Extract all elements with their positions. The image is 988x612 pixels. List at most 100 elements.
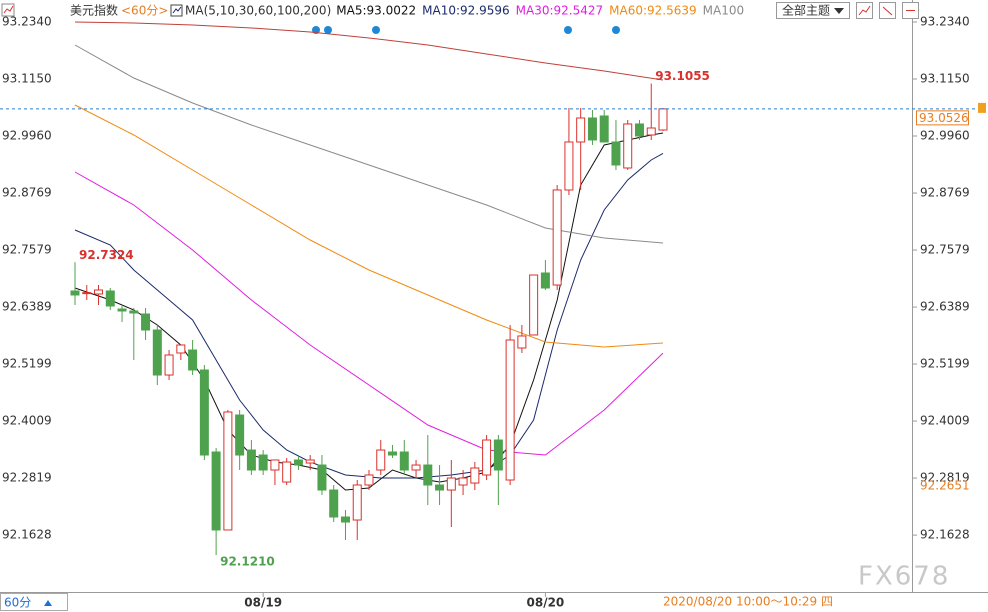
price-annotation: 92.1210 [220,555,275,569]
candle-body [446,477,456,491]
indicator-name: MA(5,10,30,60,100,200) [185,4,331,18]
candle-body [470,467,480,484]
candle-body [317,464,327,491]
y-tick-label-left: 92.9960 [2,128,52,142]
price-annotation: 93.1055 [655,69,710,83]
candle-body [129,310,139,314]
period-tag[interactable]: <60分> [121,4,168,18]
candle-body [364,474,374,486]
theme-button[interactable] [776,2,850,19]
candle-body [411,464,421,471]
legend-entry: MA30:92.5427 [516,4,604,18]
candle-body [623,123,633,169]
period-arrow [44,600,52,606]
candle-body [576,117,586,143]
candle-body [376,449,386,471]
candle-body [458,477,468,486]
event-dot[interactable] [324,26,332,34]
candle-body [258,454,268,471]
symbol: 美元指数 [70,3,118,18]
period-selector[interactable] [0,593,68,611]
candle-body [423,464,433,486]
candle-body [505,339,515,481]
ma-line [74,171,664,456]
dropdown-arrow [834,8,844,14]
y-tick-label: 92.7579 [920,243,970,257]
candle-body [646,127,656,136]
chart-type-glyph [858,5,871,16]
legend-entry: MA10:92.9596 [422,4,510,18]
indicator-glyph [882,6,893,16]
candle-body [199,369,209,456]
candle-body [658,108,668,131]
header: 美元指数 <60分> MA(5,10,30,60,100,200) 全部主题 [1,2,919,19]
candle-body [152,329,162,376]
event-dot[interactable] [564,26,572,34]
y-tick-label-left: 93.1150 [2,71,52,85]
candle-body [587,117,597,141]
legend-entry: MA60:92.5639 [609,4,697,18]
y-tick-label: 92.1628 [920,528,970,542]
ma-line [74,21,664,81]
candle-body [270,459,280,471]
candle-body [352,484,362,521]
candle-body [564,141,574,191]
current-price-label: 93.0526 [919,111,969,125]
candle-body [141,313,151,331]
candle-body [164,354,174,376]
candle-body [529,274,539,336]
y-tick-label: 92.6389 [920,300,970,314]
candle-body [117,308,127,312]
current-price-box [916,110,969,126]
candle-body [634,123,644,137]
candle-body [329,489,339,518]
candle-body [340,516,350,523]
timestamp: 2020/08/20 10:00～10:29 四 [663,595,833,609]
candle-body [493,439,503,471]
candle-body [94,289,104,295]
y-tick-label-left: 92.4009 [2,414,52,428]
candle-body [611,141,621,166]
y-tick-label-left: 92.8769 [2,186,52,200]
candle-body [235,414,245,456]
ma-line [74,44,664,244]
y-tick-label-left: 92.2819 [2,471,52,485]
y-tick-label-left: 93.2340 [2,14,52,28]
candle-body [388,451,398,456]
y-tick-label: 93.1150 [920,71,970,85]
candle-body [517,335,527,349]
event-dot[interactable] [372,26,380,34]
reference-price-label: 92.2651 [920,479,970,493]
x-tick-label: 08/20 [527,596,565,610]
watermark: FX678 [858,562,950,592]
ma-line [74,104,664,348]
x-tick-label: 08/19 [244,596,282,610]
event-dot[interactable] [612,26,620,34]
y-tick-label-left: 92.5199 [2,357,52,371]
candle-body [540,272,550,289]
y-tick-label: 92.9960 [920,128,970,142]
y-tick-label: 92.4009 [920,414,970,428]
candle-body [282,461,292,483]
candle-body [305,459,315,464]
indicator-toggle[interactable] [170,4,183,17]
candle-body [188,349,198,371]
y-tick-label-left: 92.1628 [2,528,52,542]
candle-body [82,292,92,295]
y-tick-label-left: 92.7579 [2,243,52,257]
current-price-flag[interactable] [978,102,986,113]
candle-body [246,449,256,471]
price-annotation: 92.7324 [79,248,134,262]
candle-body [176,344,186,354]
candle-body [435,484,445,491]
candles [70,83,668,556]
candle-body [105,290,115,307]
y-tick-label: 92.2819 [920,471,970,485]
y-tick-label: 92.8769 [920,186,970,200]
period-label: 60分 [4,596,31,610]
candle-body [70,290,80,296]
candle-body [293,459,303,466]
ma-line [74,152,664,479]
candle-body [223,411,233,531]
